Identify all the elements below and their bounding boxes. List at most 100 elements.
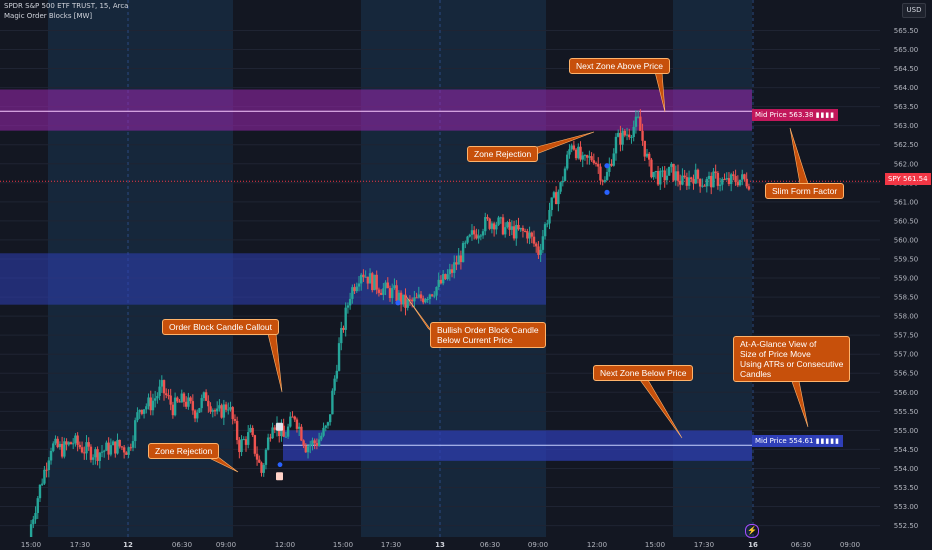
- candle-body: [703, 185, 706, 187]
- candle-body: [526, 231, 529, 239]
- candle-body: [716, 172, 720, 186]
- y-tick-label: 560.00: [894, 236, 919, 244]
- candle-body: [293, 416, 296, 420]
- y-tick-label: 559.50: [894, 255, 919, 263]
- candle-body: [599, 166, 602, 181]
- candle-body: [663, 170, 666, 181]
- candle-body: [52, 443, 55, 451]
- candle-body: [645, 153, 649, 157]
- candle-body: [574, 149, 578, 159]
- y-tick-label: 554.00: [894, 465, 919, 473]
- candle-body: [96, 449, 99, 461]
- atr-bars-icon: ▮▮▮▮▮: [815, 437, 840, 445]
- candle-body: [674, 171, 677, 181]
- y-tick-label: 563.50: [894, 103, 919, 111]
- candle-body: [623, 130, 627, 136]
- x-tick-label: 09:00: [528, 541, 548, 549]
- candle-body: [464, 242, 467, 244]
- candle-body: [428, 294, 432, 299]
- candle-body: [481, 231, 485, 236]
- signal-flag: [276, 422, 283, 431]
- candle-body: [530, 232, 533, 237]
- candle-body: [340, 327, 343, 344]
- candle-body: [145, 406, 148, 410]
- candle-body: [694, 169, 697, 184]
- candle-body: [517, 224, 520, 230]
- candle-body: [732, 174, 735, 177]
- candle-body: [585, 155, 589, 158]
- candle-body: [679, 180, 682, 185]
- candle-body: [355, 286, 358, 292]
- x-tick-label: 17:30: [694, 541, 714, 549]
- candle-body: [103, 450, 106, 452]
- candle-body: [634, 116, 638, 127]
- candle-body: [515, 224, 518, 239]
- candle-body: [162, 380, 166, 394]
- y-tick-label: 553.50: [894, 484, 919, 492]
- candle-body: [654, 171, 658, 173]
- candle-body: [632, 126, 635, 137]
- currency-button[interactable]: USD: [902, 3, 926, 18]
- candle-body: [83, 452, 86, 454]
- candle-body: [608, 163, 611, 172]
- candle-body: [625, 134, 629, 136]
- candle-body: [393, 285, 396, 289]
- candle-body: [601, 180, 604, 182]
- candle-body: [180, 393, 183, 403]
- candle-body: [718, 184, 722, 186]
- candle-body: [397, 292, 401, 302]
- candle-body: [138, 409, 141, 413]
- lightning-icon[interactable]: ⚡: [745, 524, 759, 538]
- candle-body: [402, 294, 405, 305]
- candle-body: [342, 327, 345, 330]
- candle-body: [251, 427, 254, 436]
- candle-body: [521, 227, 525, 231]
- candle-body: [222, 404, 226, 418]
- candle-body: [193, 410, 197, 419]
- candle-body: [747, 186, 751, 190]
- candle-body: [264, 449, 268, 465]
- indicator-name[interactable]: Magic Order Blocks [MW]: [4, 12, 93, 20]
- candle-body: [441, 274, 445, 284]
- x-tick-label: 15:00: [333, 541, 353, 549]
- candle-body: [457, 255, 460, 265]
- x-tick-label: 06:30: [791, 541, 811, 549]
- candle-body: [317, 439, 321, 446]
- symbol-title[interactable]: SPDR S&P 500 ETF TRUST, 15, Arca: [4, 2, 129, 10]
- candle-body: [109, 445, 113, 455]
- candle-body: [570, 145, 573, 150]
- candle-body: [439, 279, 443, 284]
- candle-body: [406, 299, 409, 308]
- candle-body: [681, 175, 684, 185]
- candle-body: [581, 155, 584, 160]
- x-tick-label: 17:30: [70, 541, 90, 549]
- x-tick-label: 16: [748, 541, 758, 549]
- candle-body: [297, 426, 301, 429]
- candle-body: [151, 400, 155, 411]
- candle-body: [311, 440, 314, 445]
- x-tick-label: 13: [435, 541, 445, 549]
- candle-body: [306, 446, 310, 453]
- candle-body: [49, 450, 53, 461]
- x-tick-label: 09:00: [216, 541, 236, 549]
- candle-body: [379, 292, 383, 295]
- x-tick-label: 06:30: [172, 541, 192, 549]
- candle-body: [459, 255, 463, 263]
- candle-body: [216, 408, 219, 412]
- candle-body: [723, 179, 726, 181]
- candle-body: [260, 462, 263, 473]
- candle-body: [590, 156, 593, 161]
- candle-body: [315, 443, 319, 446]
- candle-body: [435, 286, 438, 296]
- candle-body: [169, 395, 172, 405]
- candle-body: [94, 449, 97, 458]
- candle-body: [224, 404, 228, 410]
- candle-body: [541, 236, 545, 250]
- candle-body: [692, 179, 695, 184]
- y-tick-label: 554.50: [894, 446, 919, 454]
- candle-body: [253, 435, 257, 454]
- candle-body: [453, 262, 456, 273]
- candle-body: [360, 274, 363, 284]
- candle-body: [202, 392, 206, 399]
